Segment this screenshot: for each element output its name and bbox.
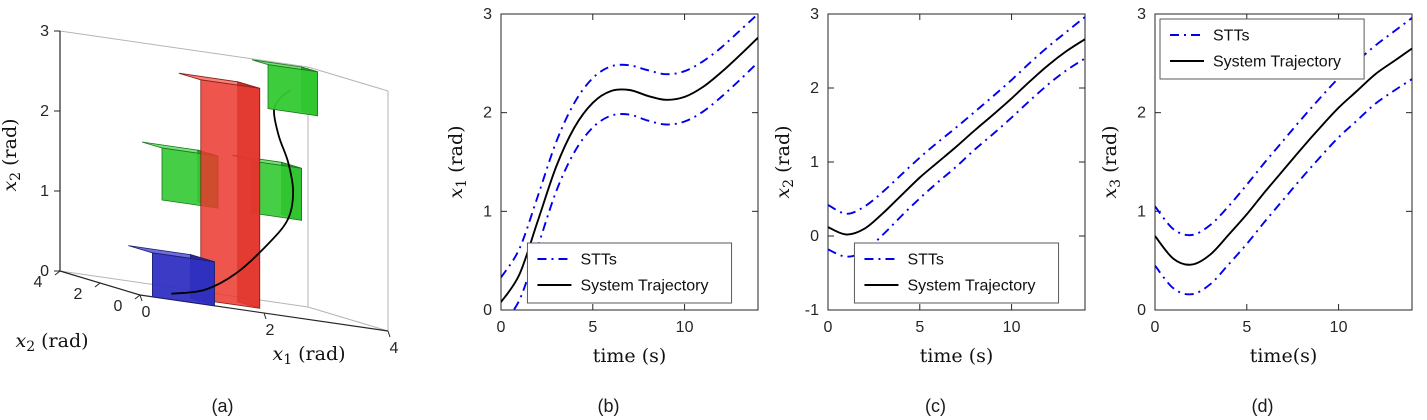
tick-label: 3 xyxy=(810,6,819,23)
panel-a: 0 2 4 0 2 4 0 1 2 3 x1 (rad) x2 (rad) x2 (rad) (a) xyxy=(0,0,445,420)
legend-entry-label: STTs xyxy=(580,252,616,269)
legend-box xyxy=(526,242,733,304)
tick-label: 1 xyxy=(40,183,49,200)
legend-entry-label: STTs xyxy=(1213,28,1249,45)
obstacle-box xyxy=(200,79,261,309)
series-stt-upper xyxy=(501,14,758,278)
tick-label: 10 xyxy=(676,319,694,336)
plot-x3-vs-time: 0 5 10 0 1 2 3 time(s) x3 (rad) STTs System Trajec… xyxy=(1099,0,1426,393)
chart-c: 0 5 10 -1 0 1 2 3 time (s) x2 (rad) STTs System Tra… xyxy=(772,6,1086,367)
series-trajectory xyxy=(501,37,758,303)
series-trajectory xyxy=(828,38,1085,236)
series-stt-lower xyxy=(512,61,758,310)
tick-label: 0 xyxy=(810,228,819,245)
panel-caption-d: (d) xyxy=(1251,396,1274,416)
tick-label: 0 xyxy=(114,298,123,315)
tick-label: 2 xyxy=(483,105,492,122)
tick-label: 2 xyxy=(1137,105,1146,122)
goal-box xyxy=(267,64,319,117)
tick-label: 0 xyxy=(497,319,506,336)
axis-label: x2 (rad) xyxy=(772,125,797,198)
tick-label: 1 xyxy=(483,203,492,220)
tick-label: 4 xyxy=(34,274,43,291)
plot-x2-vs-time: 0 5 10 -1 0 1 2 3 time (s) x2 (rad) STTs System Tra… xyxy=(772,0,1099,393)
tick-label: 0 xyxy=(824,319,833,336)
tick-label: 5 xyxy=(915,319,924,336)
axis-label: x2 (rad) xyxy=(0,118,24,191)
legend-entry-label: STTs xyxy=(907,252,943,269)
start-box xyxy=(151,252,215,307)
panel-caption-a: (a) xyxy=(211,396,234,416)
tick-label: 10 xyxy=(1003,319,1021,336)
tick-label: 3 xyxy=(40,23,49,40)
tick-label: 4 xyxy=(390,340,399,357)
axis-label: x1 (rad) xyxy=(445,125,470,198)
panel-b: 0 5 10 0 1 2 3 time (s) x1 (rad) STTs System Traje… xyxy=(445,0,772,420)
tick-label: -1 xyxy=(805,302,819,319)
series-trajectory xyxy=(1155,47,1412,266)
chart-d: 0 5 10 0 1 2 3 time(s) x3 (rad) STTs System Trajec… xyxy=(1099,6,1413,367)
axis-label: time (s) xyxy=(920,345,994,367)
legend-entry-label: System Trajectory xyxy=(580,278,708,295)
tick-label: 3 xyxy=(1137,6,1146,23)
axis-label: x3 (rad) xyxy=(1099,125,1124,198)
tick-label: 2 xyxy=(74,286,83,303)
panel-caption-b: (b) xyxy=(597,396,620,416)
tick-label: 2 xyxy=(266,322,275,339)
tick-label: 3 xyxy=(483,6,492,23)
tick-label: 2 xyxy=(810,80,819,97)
tick-label: 0 xyxy=(142,304,151,321)
legend: STTs System Trajectory xyxy=(853,242,1060,304)
axis-label: time (s) xyxy=(593,345,667,367)
axis-label: x1 (rad) xyxy=(272,343,345,368)
legend-entry-label: System Trajectory xyxy=(1213,54,1341,71)
plot-3d-workspace: 0 2 4 0 2 4 0 1 2 3 x1 (rad) x2 (rad) x2 (rad) xyxy=(0,0,445,393)
series-stt-upper xyxy=(828,16,1085,215)
panel-d: 0 5 10 0 1 2 3 time(s) x3 (rad) STTs System Trajec… xyxy=(1099,0,1426,420)
legend: STTs System Trajectory xyxy=(1159,18,1365,80)
legend: STTs System Trajectory xyxy=(526,242,733,304)
axis-label: time(s) xyxy=(1250,345,1318,367)
chart-b: 0 5 10 0 1 2 3 time (s) x1 (rad) STTs System Traje… xyxy=(445,6,759,367)
legend-entry-label: System Trajectory xyxy=(907,278,1035,295)
tick-label: 10 xyxy=(1330,319,1348,336)
series-stt-lower xyxy=(1155,78,1412,296)
tick-label: 5 xyxy=(1242,319,1251,336)
panel-c: 0 5 10 -1 0 1 2 3 time (s) x2 (rad) STTs System Tra… xyxy=(772,0,1099,420)
tick-label: 0 xyxy=(1137,302,1146,319)
axis-label: x2 (rad) xyxy=(15,330,88,355)
tick-label: 0 xyxy=(40,263,49,280)
tick-label: 0 xyxy=(1151,319,1160,336)
tick-label: 2 xyxy=(40,103,49,120)
tick-label: 1 xyxy=(810,154,819,171)
tick-label: 0 xyxy=(483,302,492,319)
tick-label: 1 xyxy=(1137,203,1146,220)
legend-box xyxy=(853,242,1060,304)
panel-caption-c: (c) xyxy=(925,396,946,416)
series-stt-upper xyxy=(1155,17,1412,237)
plot-x1-vs-time: 0 5 10 0 1 2 3 time (s) x1 (rad) STTs System Traje… xyxy=(445,0,772,393)
legend-box xyxy=(1159,18,1365,80)
tick-label: 5 xyxy=(588,319,597,336)
